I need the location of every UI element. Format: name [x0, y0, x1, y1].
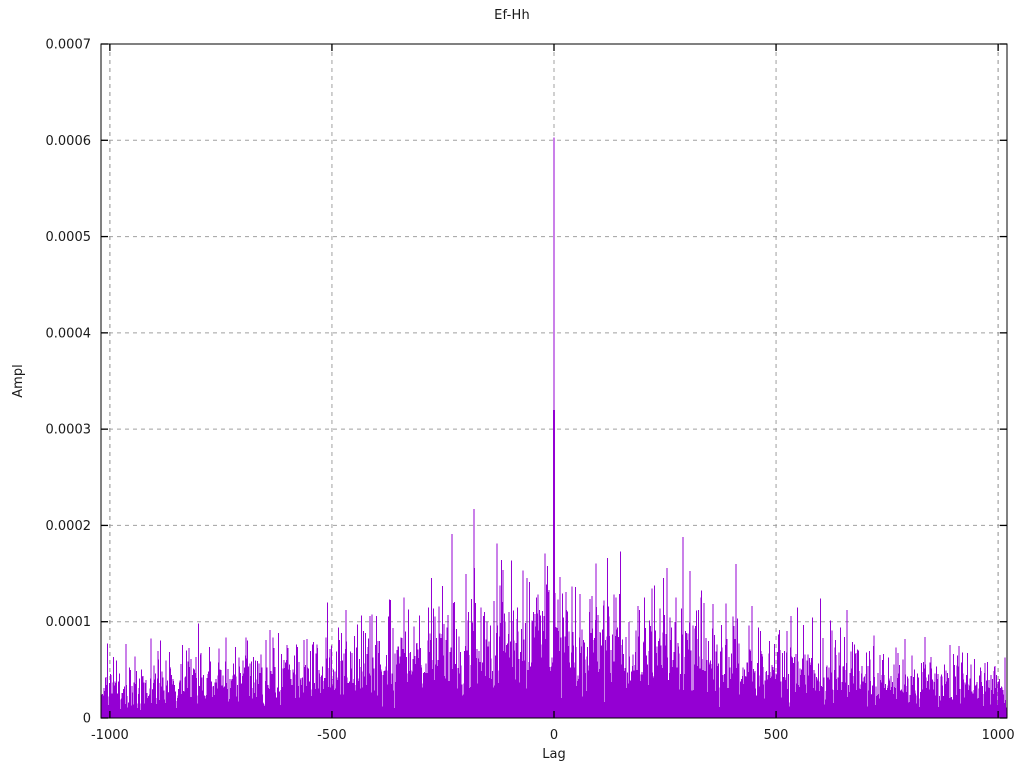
impulse-series-path	[100, 137, 1008, 718]
data-series-impulses	[100, 137, 1008, 718]
y-tick-label: 0.0006	[46, 134, 92, 149]
x-tick-label: -500	[317, 728, 347, 743]
y-tick-label: 0.0001	[46, 615, 92, 630]
x-tick-label: 500	[764, 728, 789, 743]
y-axis-label: Ampl	[11, 364, 26, 397]
x-axis-label: Lag	[542, 747, 565, 762]
grid-layer	[101, 44, 1007, 718]
chart-title: Ef-Hh	[494, 8, 530, 23]
y-tick-label: 0.0007	[46, 38, 92, 53]
y-tick-label: 0.0004	[46, 326, 92, 341]
y-tick-label: 0.0005	[46, 230, 92, 245]
x-tick-label: 1000	[982, 728, 1015, 743]
y-tick-label: 0.0003	[46, 423, 92, 438]
axis-ticks	[101, 43, 1007, 719]
x-tick-label: 0	[550, 728, 558, 743]
x-tick-label: -1000	[91, 728, 129, 743]
y-tick-label: 0	[83, 712, 91, 727]
axis-tick-labels: 0 0.0001 0.0002 0.0003 0.0004 0.0005 0.0006 0.0…	[46, 38, 1015, 744]
y-tick-label: 0.0002	[46, 519, 92, 534]
